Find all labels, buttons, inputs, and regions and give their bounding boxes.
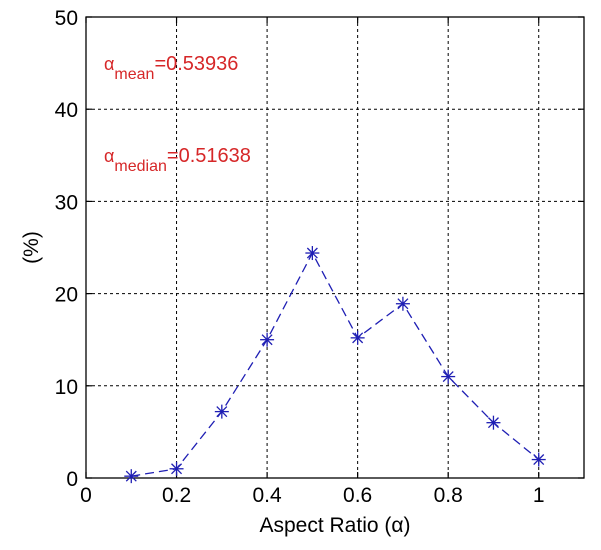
data-point-marker (305, 246, 320, 261)
data-point-marker (124, 469, 139, 484)
y-tick-label: 10 (55, 376, 78, 399)
x-tick-label: 0.8 (434, 484, 463, 507)
y-axis-title: (%) (20, 231, 43, 264)
y-tick-label: 30 (55, 191, 78, 214)
data-point-marker (486, 415, 501, 430)
plot-frame (85, 16, 585, 479)
data-point-marker (531, 452, 546, 467)
data-point-marker (441, 369, 456, 384)
y-tick-label: 50 (55, 7, 78, 30)
data-point-marker (260, 332, 275, 347)
annotation-median: αmedian=0.51638 (104, 145, 251, 175)
data-point-marker (169, 461, 184, 476)
x-tick-label: 0.2 (162, 484, 191, 507)
annotation-mean: αmean=0.53936 (104, 53, 238, 83)
data-point-marker (214, 404, 229, 419)
data-point-marker (350, 330, 365, 345)
annotations: αmean=0.53936 αmedian=0.51638 (104, 53, 251, 175)
series-line (131, 251, 540, 477)
y-tick-label: 40 (55, 99, 78, 122)
x-tick-label: 0.6 (343, 484, 372, 507)
y-tick-label: 0 (66, 468, 78, 491)
y-tick-label: 20 (55, 284, 78, 307)
data-point-marker (395, 296, 410, 311)
x-axis-title: Aspect Ratio (α) (259, 514, 410, 537)
grid (86, 17, 584, 478)
x-tick-label: 1 (533, 484, 545, 507)
x-tick-label: 0 (80, 484, 92, 507)
x-tick-label: 0.4 (252, 484, 282, 507)
series (124, 246, 546, 484)
